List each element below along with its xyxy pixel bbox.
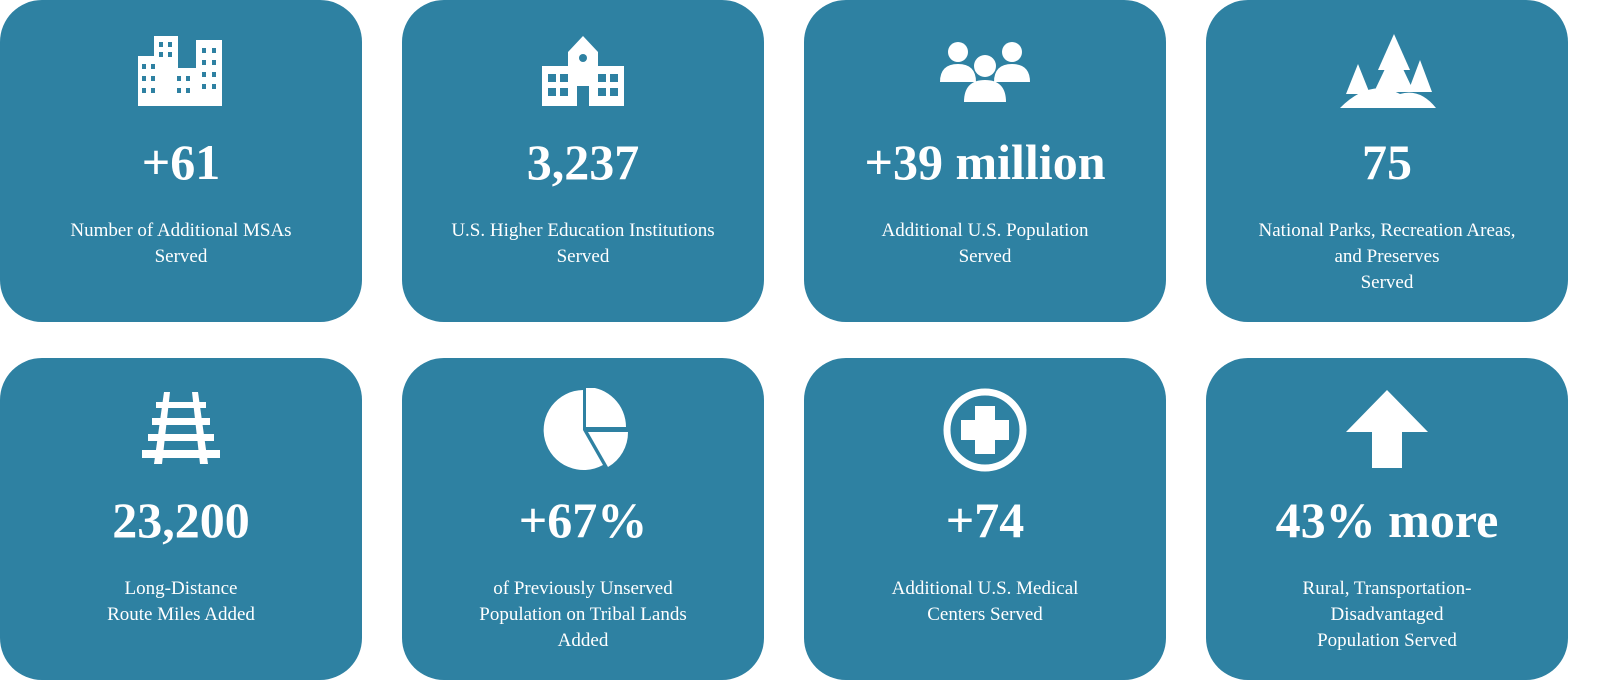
label-line: and Preserves — [1334, 246, 1440, 267]
stat-label: of Previously Unserved Population on Trib… — [402, 576, 764, 654]
stat-card: +39 million Additional U.S. Population Ser… — [804, 0, 1166, 322]
stat-value: +39 million — [864, 134, 1106, 190]
label-line: Served — [556, 246, 610, 267]
label-line: Rural, Transportation- — [1302, 578, 1472, 599]
icon — [138, 36, 222, 106]
stat-value: +61 — [141, 134, 221, 190]
label-line: Long-Distance — [124, 578, 238, 599]
icon — [1346, 390, 1428, 468]
label-line: U.S. Higher Education Institutions — [451, 220, 715, 241]
label-line: of Previously Unserved — [493, 578, 673, 599]
label-line: Centers Served — [927, 604, 1043, 625]
icon — [1340, 34, 1436, 108]
icon — [142, 392, 220, 464]
stat-label: National Parks, Recreation Areas, and Pre… — [1206, 218, 1568, 296]
label-line: Served — [154, 246, 208, 267]
label-line: Population on Tribal Lands — [479, 604, 687, 625]
stat-card: 43% more Rural, Transportation- Disadvanta… — [1206, 358, 1568, 680]
label-line: National Parks, Recreation Areas, — [1258, 220, 1516, 241]
stat-value: 23,200 — [112, 492, 250, 548]
stat-label: Number of Additional MSAs Served — [0, 218, 362, 270]
icon — [940, 42, 1030, 102]
icon — [543, 388, 629, 470]
stat-label: Long-Distance Route Miles Added — [0, 576, 362, 628]
label-line: Route Miles Added — [107, 604, 255, 625]
label-line: Additional U.S. Population — [881, 220, 1089, 241]
stat-card: +74 Additional U.S. Medical Centers Served — [804, 358, 1166, 680]
stat-card: 23,200 Long-Distance Route Miles Added — [0, 358, 362, 680]
stat-card: +61 Number of Additional MSAs Served — [0, 0, 362, 322]
stat-label: Additional U.S. Population Served — [804, 218, 1166, 270]
stat-value: 75 — [1362, 134, 1412, 190]
icon — [943, 388, 1027, 472]
label-line: Served — [1360, 272, 1414, 293]
stat-value: +67% — [518, 492, 648, 548]
stat-card: +67% of Previously Unserved Population on … — [402, 358, 764, 680]
label-line: Number of Additional MSAs — [70, 220, 292, 241]
stat-card: 75 National Parks, Recreation Areas, and P… — [1206, 0, 1568, 322]
label-line: Added — [557, 630, 609, 651]
stat-card: 3,237 U.S. Higher Education Institutions S… — [402, 0, 764, 322]
stat-value: 43% more — [1275, 492, 1499, 548]
stat-label: Rural, Transportation- Disadvantaged Popul… — [1206, 576, 1568, 654]
icon — [542, 36, 624, 106]
stat-label: Additional U.S. Medical Centers Served — [804, 576, 1166, 628]
label-line: Served — [958, 246, 1012, 267]
stat-value: +74 — [945, 492, 1025, 548]
label-line: Population Served — [1317, 630, 1457, 651]
stat-label: U.S. Higher Education Institutions Served — [402, 218, 764, 270]
stat-value: 3,237 — [526, 134, 640, 190]
label-line: Additional U.S. Medical — [891, 578, 1079, 599]
label-line: Disadvantaged — [1330, 604, 1444, 625]
